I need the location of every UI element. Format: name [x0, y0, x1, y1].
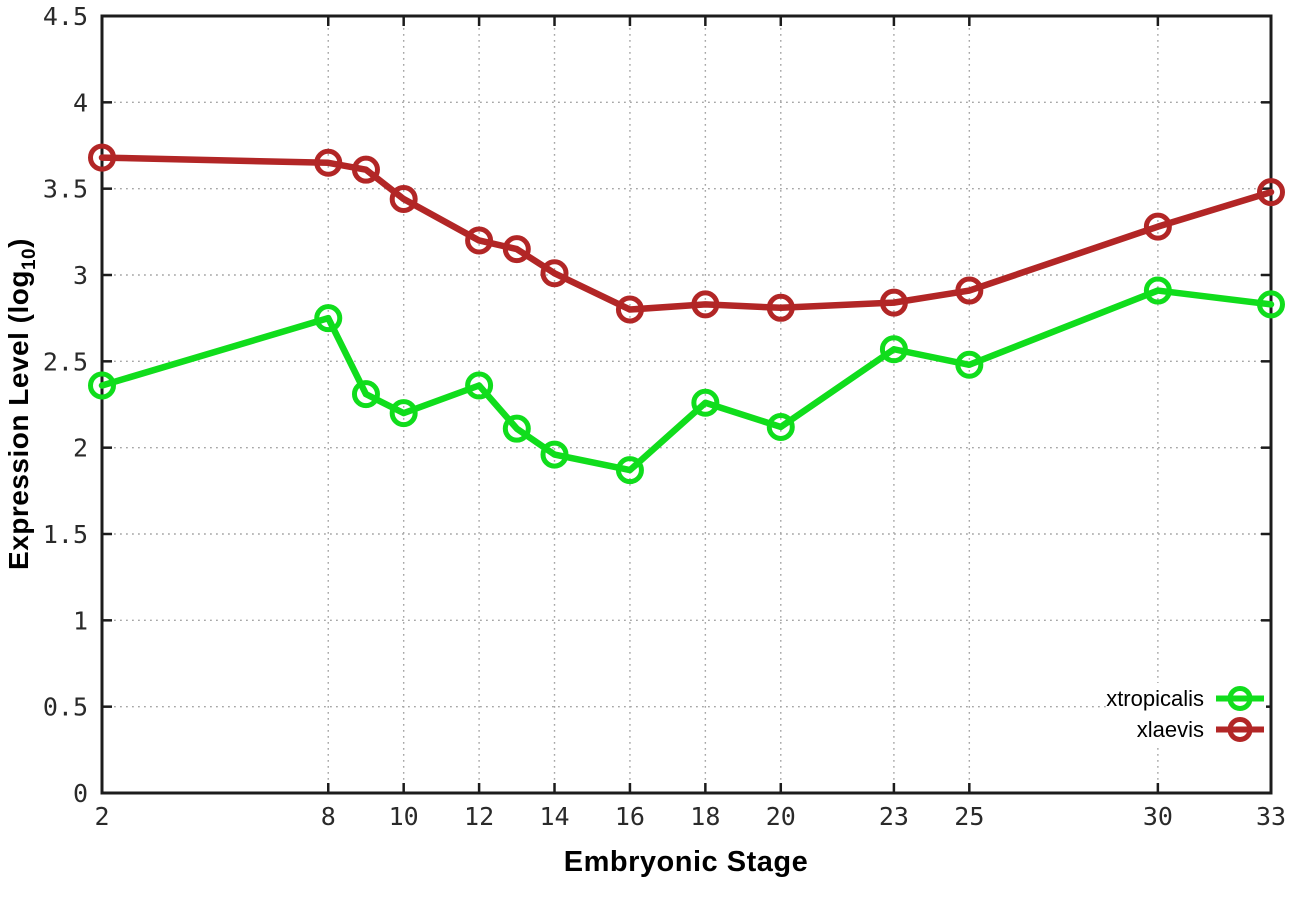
legend: xtropicalis xlaevis	[1106, 683, 1266, 745]
data-point-xlaevis	[389, 185, 418, 214]
y-tick-label: 1.5	[43, 520, 88, 549]
data-point-xtropicalis	[1257, 290, 1285, 319]
data-point-xtropicalis	[88, 371, 116, 400]
legend-item-xtropicalis: xtropicalis	[1106, 683, 1266, 714]
data-point-xlaevis	[314, 148, 343, 177]
y-tick-label: 1	[73, 606, 88, 635]
x-tick-label: 16	[615, 802, 645, 831]
y-tick-label: 3	[73, 261, 88, 290]
y-tick-label: 2	[73, 434, 88, 463]
data-point-xtropicalis	[691, 388, 720, 417]
x-tick-label: 23	[879, 802, 909, 831]
x-tick-label: 10	[389, 802, 419, 831]
y-axis-title-subscript: 10	[18, 247, 40, 271]
y-tick-label: 2.5	[43, 347, 88, 376]
data-point-xtropicalis	[314, 304, 343, 333]
x-tick-label: 2	[94, 802, 109, 831]
series-line-xlaevis	[98, 154, 1275, 313]
data-point-xtropicalis	[502, 414, 531, 443]
data-point-xlaevis	[1257, 178, 1285, 207]
legend-sample-line-icon	[1216, 686, 1264, 711]
x-tick-label: 12	[464, 802, 494, 831]
data-point-xtropicalis	[389, 399, 418, 428]
data-point-xtropicalis	[766, 412, 795, 441]
x-tick-label: 18	[690, 802, 720, 831]
data-point-xlaevis	[540, 259, 569, 288]
legend-item-xlaevis: xlaevis	[1137, 714, 1266, 745]
x-tick-label: 20	[766, 802, 796, 831]
x-tick-label: 33	[1256, 802, 1286, 831]
data-point-xlaevis	[465, 226, 494, 255]
data-point-xlaevis	[879, 288, 908, 317]
y-axis-title-suffix: )	[3, 238, 35, 248]
x-axis-title: Embryonic Stage	[563, 846, 809, 878]
data-point-xtropicalis	[615, 456, 644, 485]
data-point-xlaevis	[691, 290, 720, 319]
legend-sample-line-icon	[1216, 717, 1264, 742]
y-tick-label: 0.5	[43, 693, 88, 722]
legend-label: xlaevis	[1136, 717, 1204, 742]
y-axis-title: Expression Level (log10)	[3, 238, 41, 570]
y-tick-label: 3.5	[43, 175, 88, 204]
data-point-xtropicalis	[1143, 276, 1172, 305]
data-point-xtropicalis	[540, 440, 569, 469]
data-point-xtropicalis	[879, 335, 908, 364]
data-point-xlaevis	[88, 143, 116, 172]
x-tick-label: 14	[539, 802, 569, 831]
data-point-xtropicalis	[351, 380, 380, 409]
y-tick-label: 4	[73, 88, 88, 117]
data-point-xlaevis	[955, 276, 984, 305]
legend-label: xtropicalis	[1106, 686, 1204, 711]
data-point-xlaevis	[615, 295, 644, 324]
data-point-xlaevis	[766, 293, 795, 322]
series-line-xtropicalis	[98, 287, 1275, 474]
x-tick-label: 30	[1143, 802, 1173, 831]
data-point-xtropicalis	[955, 350, 984, 379]
data-point-xtropicalis	[465, 371, 494, 400]
data-point-xlaevis	[502, 235, 531, 264]
x-tick-label: 8	[321, 802, 336, 831]
plot-border	[100, 14, 1273, 795]
y-tick-label: 0	[73, 779, 88, 808]
x-tick-label: 25	[954, 802, 984, 831]
y-tick-label: 4.5	[43, 2, 88, 31]
data-point-xlaevis	[1143, 212, 1172, 241]
y-axis-title-text: Expression Level (log	[3, 270, 35, 570]
data-point-xlaevis	[351, 155, 380, 184]
